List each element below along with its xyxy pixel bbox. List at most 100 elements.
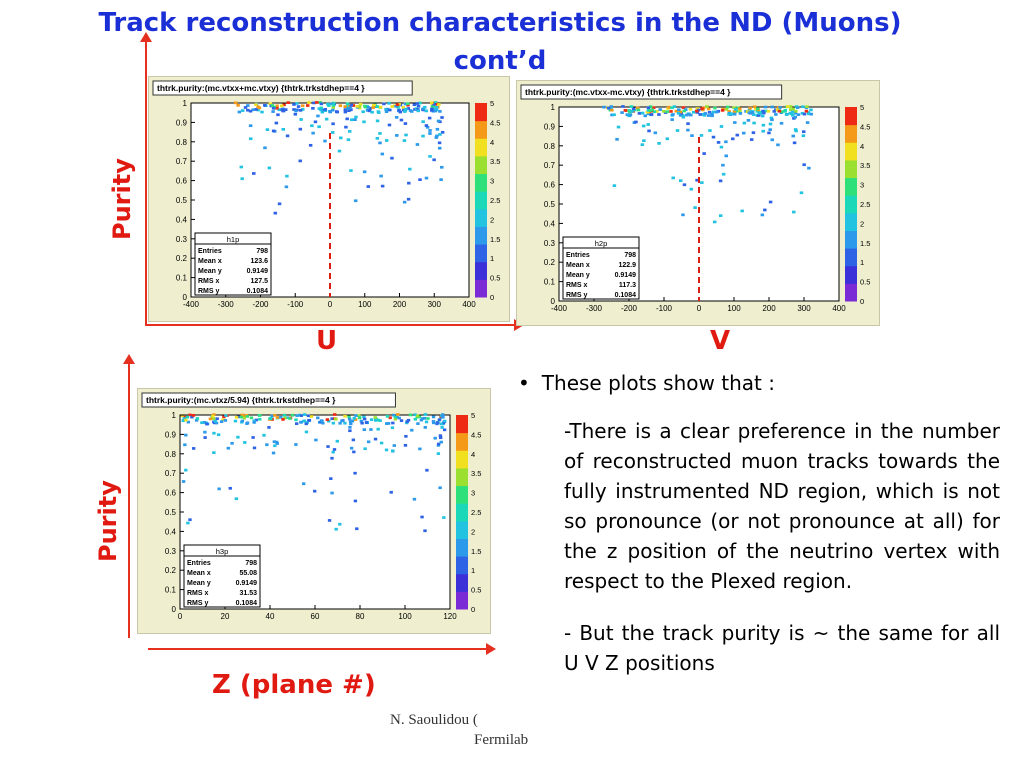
heatmap-cell: [670, 106, 674, 110]
heatmap-cell: [770, 118, 774, 122]
heatmap-cell: [621, 105, 625, 108]
heatmap-cell: [349, 169, 353, 172]
heatmap-cell: [285, 174, 289, 178]
bottom-y-axis-arrowhead: [123, 354, 135, 364]
heatmap-cell: [792, 141, 797, 145]
heatmap-cell: [366, 185, 371, 188]
heatmap-cell: [671, 113, 675, 116]
x-tick-label: 0: [328, 300, 333, 309]
color-scale-segment: [456, 415, 468, 434]
heatmap-cell: [298, 108, 303, 112]
y-axis-label-purity-top: Purity: [108, 158, 136, 240]
color-scale-segment: [456, 503, 468, 522]
heatmap-cell: [616, 125, 621, 129]
heatmap-cell: [335, 439, 339, 443]
heatmap-cell: [271, 106, 276, 110]
heatmap-cell: [349, 118, 354, 122]
stats-key: RMS x: [198, 278, 220, 285]
color-scale-segment: [456, 485, 468, 504]
heatmap-cell: [319, 102, 324, 106]
heatmap-cell: [351, 104, 356, 107]
stats-value: 123.6: [250, 258, 268, 265]
heatmap-cell: [437, 146, 442, 150]
heatmap-v: thtrk.purity:(mc.vtxx-mc.vtxy) {thtrk.tr…: [520, 84, 870, 313]
heatmap-cell: [428, 129, 432, 132]
y-tick-label: 0.8: [176, 138, 188, 147]
color-scale-label: 4.5: [490, 118, 500, 127]
heatmap-cell: [362, 120, 366, 124]
x-tick-label: -300: [218, 300, 235, 309]
heatmap-cell: [343, 414, 347, 418]
stats-value: 0.1084: [247, 288, 269, 295]
footer-institution: Fermilab: [474, 732, 529, 748]
heatmap-cell: [376, 427, 380, 431]
heatmap-cell: [761, 129, 765, 133]
heatmap-cell: [710, 114, 714, 118]
bullet-heading: • These plots show that :: [518, 368, 1000, 398]
heatmap-cell: [766, 109, 771, 113]
heatmap-cell: [242, 414, 246, 418]
heatmap-cell: [195, 417, 200, 420]
heatmap-cell: [294, 422, 299, 426]
heatmap-cell: [351, 438, 356, 442]
stats-key: Entries: [198, 248, 222, 255]
heatmap-cell: [275, 416, 280, 419]
heatmap-cell: [273, 413, 277, 417]
y-tick-label: 0.4: [544, 219, 556, 228]
heatmap-cell: [734, 109, 738, 113]
heatmap-cell: [390, 156, 394, 160]
heatmap-cell: [430, 109, 434, 112]
heatmap-cell: [711, 110, 716, 114]
heatmap-u: thtrk.purity:(mc.vtxx+mc.vtxy) {thtrk.tr…: [152, 80, 500, 309]
heatmap-cell: [345, 102, 350, 106]
color-scale-label: 0.5: [490, 274, 500, 283]
heatmap-cell: [184, 468, 188, 472]
heatmap-cell: [327, 104, 331, 107]
heatmap-cell: [682, 109, 686, 113]
heatmap-cell: [277, 108, 281, 112]
heatmap-cell: [375, 105, 380, 108]
heatmap-cell: [438, 110, 442, 113]
heatmap-cell: [412, 497, 417, 501]
heatmap-cell: [441, 421, 446, 425]
heatmap-cell: [646, 106, 651, 109]
heatmap-cell: [390, 426, 395, 430]
bullet-paragraph-1: -There is a clear preference in the numb…: [564, 419, 1000, 593]
heatmap-cell: [181, 480, 186, 483]
heatmap-cell: [710, 112, 714, 116]
heatmap-cell: [281, 127, 286, 131]
heatmap-cell: [321, 108, 326, 112]
heatmap-cell: [707, 110, 712, 114]
heatmap-cell: [294, 109, 298, 113]
heatmap-cell: [211, 417, 216, 420]
heatmap-cell: [362, 170, 367, 174]
heatmap-cell: [284, 185, 289, 189]
heatmap-cell: [698, 113, 702, 116]
heatmap-cell: [314, 438, 318, 442]
heatmap-cell: [271, 110, 275, 113]
heatmap-cell: [733, 108, 738, 111]
color-scale-segment: [845, 142, 857, 161]
y-tick-label: 0.9: [165, 430, 177, 439]
heatmap-cell: [349, 422, 353, 426]
heatmap-cell: [295, 102, 299, 105]
heatmap-cell: [357, 104, 362, 108]
heatmap-cell: [368, 106, 373, 110]
heatmap-cell: [251, 108, 255, 112]
heatmap-cell: [387, 101, 391, 105]
heatmap-cell: [681, 114, 685, 117]
heatmap-cells: [602, 105, 813, 224]
heatmap-cell: [236, 103, 240, 107]
heatmap-cell: [440, 165, 444, 169]
stats-value: 798: [245, 560, 257, 567]
stats-key: Mean x: [198, 258, 222, 265]
heatmap-cell: [395, 416, 399, 419]
y-tick-label: 0.3: [176, 235, 188, 244]
heatmap-cell: [738, 112, 743, 115]
heatmap-cell: [431, 107, 436, 111]
heatmap-cell: [249, 416, 254, 420]
heatmap-cell: [719, 145, 724, 149]
heatmap-cell: [431, 420, 436, 423]
heatmap-cell: [809, 108, 813, 112]
heatmap-cell: [275, 106, 279, 110]
